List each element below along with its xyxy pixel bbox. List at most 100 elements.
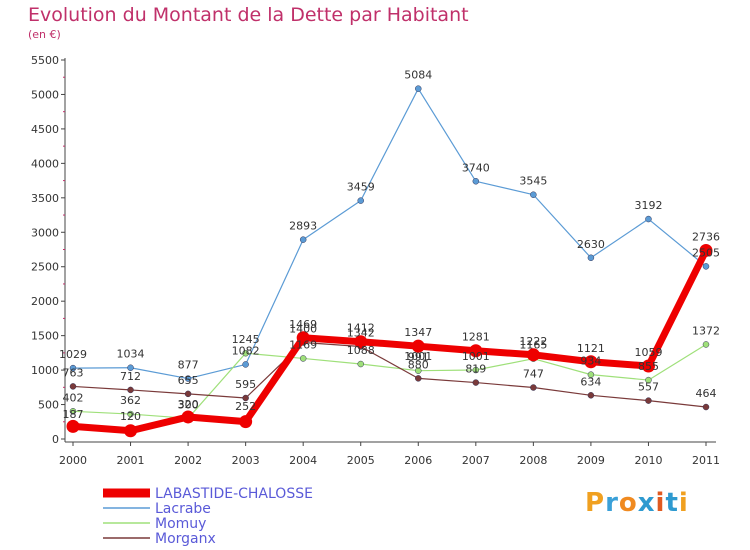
x-tick-label: 2007 — [462, 454, 490, 467]
data-point-labastide-chalosse — [354, 335, 368, 349]
data-point-morganx — [184, 390, 192, 398]
x-tick-label: 2005 — [347, 454, 375, 467]
data-point-labastide-chalosse — [124, 424, 138, 438]
x-tick-label: 2004 — [289, 454, 317, 467]
data-label-labastide-chalosse: 2736 — [692, 230, 720, 243]
chart-subtitle: (en €) — [28, 28, 61, 41]
y-tick-label: 2500 — [31, 261, 59, 274]
data-label-lacrabe: 1082 — [232, 344, 260, 357]
data-point-labastide-chalosse — [66, 419, 80, 433]
data-label-morganx: 880 — [408, 358, 429, 371]
data-point-momuy — [357, 360, 364, 368]
data-point-labastide-chalosse — [239, 415, 253, 429]
data-point-momuy — [472, 366, 480, 374]
data-label-labastide-chalosse: 1222 — [519, 335, 547, 348]
proxiti-logo: Proxiti — [585, 488, 689, 518]
data-point-labastide-chalosse — [181, 410, 195, 424]
data-point-morganx — [587, 392, 595, 399]
data-point-morganx — [530, 384, 537, 391]
data-point-lacrabe — [242, 361, 249, 368]
data-point-morganx — [415, 375, 422, 382]
data-point-lacrabe — [357, 197, 364, 204]
x-tick-label: 2000 — [59, 454, 87, 467]
y-tick-label: 4500 — [31, 123, 59, 136]
data-label-extra: 320 — [178, 398, 199, 411]
data-label-momuy: 934 — [580, 355, 601, 368]
data-label-lacrabe: 5084 — [404, 69, 432, 82]
data-label-lacrabe: 2630 — [577, 238, 605, 251]
data-label-lacrabe: 877 — [178, 359, 199, 372]
data-label-extra: 187 — [63, 408, 84, 421]
data-point-labastide-chalosse — [641, 359, 655, 373]
data-point-morganx — [242, 394, 249, 402]
data-point-lacrabe — [587, 254, 595, 262]
data-point-momuy — [415, 367, 422, 374]
data-label-lacrabe: 3545 — [519, 175, 547, 188]
data-point-lacrabe — [645, 215, 652, 223]
y-tick-label: 4000 — [31, 157, 59, 170]
data-point-momuy — [645, 376, 652, 384]
legend-label-labastide-chalosse: LABASTIDE-CHALOSSE — [155, 486, 313, 502]
x-tick-label: 2008 — [519, 454, 547, 467]
series-line-lacrabe — [72, 88, 707, 380]
legend-label-momuy: Momuy — [155, 516, 206, 532]
data-label-momuy: 1088 — [347, 344, 375, 357]
data-point-lacrabe — [69, 364, 77, 372]
data-point-labastide-chalosse — [584, 355, 598, 369]
data-label-labastide-chalosse: 1281 — [462, 331, 490, 344]
data-label-momuy: 1165 — [519, 339, 547, 352]
data-label-momuy: 855 — [638, 360, 659, 373]
data-label-morganx: 1342 — [347, 327, 375, 340]
data-label-momuy: 1169 — [289, 338, 317, 351]
data-label-labastide-chalosse: 1469 — [289, 318, 317, 331]
data-label-extra: 120 — [120, 410, 141, 423]
data-point-momuy — [242, 349, 249, 357]
legend-label-lacrabe: Lacrabe — [155, 501, 211, 517]
data-point-lacrabe — [127, 364, 134, 371]
series-line-labastide-chalosse — [69, 246, 710, 435]
data-label-lacrabe: 3192 — [634, 199, 662, 212]
data-label-labastide-chalosse: 1347 — [404, 326, 432, 339]
data-point-lacrabe — [184, 375, 192, 382]
data-point-momuy — [69, 408, 77, 415]
data-point-morganx — [645, 397, 652, 404]
data-label-momuy: 362 — [120, 394, 141, 407]
legend-label-morganx: Morganx — [155, 531, 216, 547]
series-line-morganx — [72, 341, 707, 408]
data-label-momuy: 1245 — [232, 333, 260, 346]
y-tick-label: 1500 — [31, 330, 59, 343]
data-label-labastide-chalosse: 1059 — [634, 346, 662, 359]
data-label-momuy: 402 — [63, 391, 84, 404]
data-point-morganx — [69, 383, 77, 390]
y-tick-label: 500 — [38, 399, 59, 412]
series-line-momuy — [72, 343, 707, 419]
data-label-lacrabe: 1029 — [59, 348, 87, 361]
data-point-morganx — [127, 386, 134, 394]
y-tick-label: 0 — [52, 433, 59, 446]
data-label-lacrabe: 2505 — [692, 246, 720, 259]
y-tick-label: 3500 — [31, 192, 59, 205]
data-point-labastide-chalosse — [469, 344, 483, 358]
data-label-morganx: 655 — [178, 374, 199, 387]
data-label-morganx: 464 — [696, 387, 717, 400]
data-point-momuy — [587, 371, 595, 378]
y-tick-label: 1000 — [31, 364, 59, 377]
data-label-morganx: 595 — [235, 378, 256, 391]
chart-title: Evolution du Montant de la Dette par Hab… — [28, 4, 469, 26]
data-label-lacrabe: 3740 — [462, 161, 490, 174]
data-point-lacrabe — [299, 236, 307, 243]
data-label-morganx: 747 — [523, 368, 544, 381]
x-tick-label: 2001 — [117, 454, 145, 467]
data-point-lacrabe — [415, 85, 422, 92]
data-label-momuy: 300 — [178, 398, 199, 411]
data-label-morganx: 712 — [120, 370, 141, 383]
data-label-morganx: 634 — [580, 375, 601, 388]
data-label-lacrabe: 1034 — [117, 348, 145, 361]
x-tick-label: 2009 — [577, 454, 605, 467]
x-tick-label: 2011 — [692, 454, 720, 467]
data-point-morganx — [702, 403, 710, 411]
y-tick-label: 5000 — [31, 88, 59, 101]
data-label-labastide-chalosse: 1412 — [347, 322, 375, 335]
data-label-morganx: 1400 — [289, 323, 317, 336]
